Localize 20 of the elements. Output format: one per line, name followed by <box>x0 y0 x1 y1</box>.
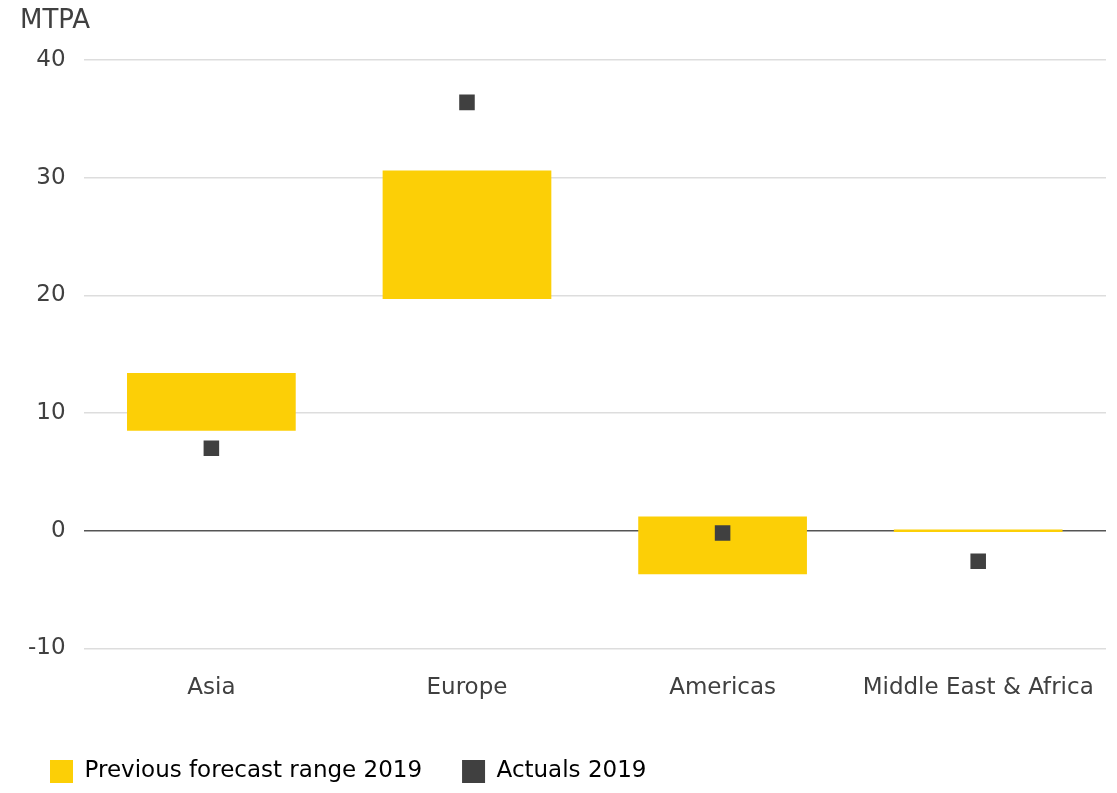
legend-label: Previous forecast range 2019 <box>84 756 423 783</box>
bar <box>382 170 552 299</box>
y-tick-label: 20 <box>36 280 66 307</box>
point <box>459 94 475 111</box>
y-tick-label: 0 <box>50 515 66 542</box>
legend-label: Actuals 2019 <box>496 756 647 783</box>
x-tick-label: Europe <box>426 673 508 700</box>
bar <box>127 373 296 431</box>
point <box>970 553 986 570</box>
point <box>714 525 731 541</box>
y-tick-label: 40 <box>36 44 66 71</box>
y-tick-label: 10 <box>36 398 66 425</box>
point <box>203 440 220 457</box>
y-tick-label: -10 <box>27 633 66 660</box>
y-tick-label: 30 <box>36 162 66 189</box>
bar <box>638 516 807 575</box>
x-tick-label: Americas <box>669 673 777 700</box>
x-tick-label: Asia <box>187 673 236 700</box>
x-tick-label: Middle East & Africa <box>862 673 1094 700</box>
y-axis-title: MTPA <box>20 3 91 34</box>
